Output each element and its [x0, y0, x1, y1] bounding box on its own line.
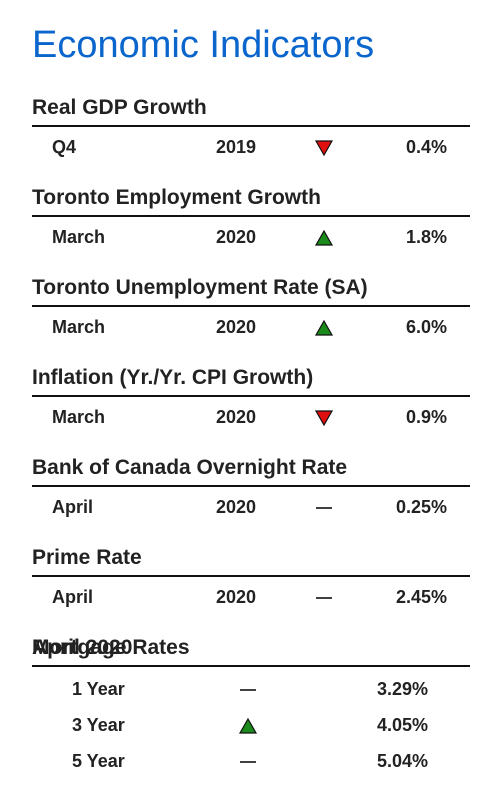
widget-title: Economic Indicators [32, 24, 375, 66]
indicator-name: Toronto Unemployment Rate (SA) [32, 276, 368, 299]
trend-icon-flat [240, 689, 256, 691]
indicator-year: 2020 [216, 497, 257, 517]
section-rule [32, 125, 470, 127]
trend-icon-flat [316, 597, 332, 599]
indicator-period: April [52, 497, 94, 517]
indicator-period: Q4 [52, 137, 77, 157]
indicator-value: 2.45% [395, 587, 447, 607]
mortgage-rate: 5.04% [376, 751, 428, 771]
indicator-period: March [52, 407, 106, 427]
indicator-period: March [52, 317, 106, 337]
mortgage-rate: 3.29% [376, 679, 428, 699]
indicator-value: 0.4% [405, 137, 447, 157]
trend-icon-down [314, 140, 334, 157]
trend-icon-up [314, 319, 334, 336]
section-rule [32, 395, 470, 397]
mortgage-title: Mortgage Rates [32, 636, 190, 659]
indicator-year: 2020 [216, 587, 257, 607]
section-rule [32, 575, 470, 577]
indicator-name: Inflation (Yr./Yr. CPI Growth) [32, 366, 314, 389]
indicator-value: 0.25% [395, 497, 447, 517]
indicator-period: April [52, 587, 94, 607]
indicator-name: Prime Rate [32, 546, 142, 569]
mortgage-rate: 4.05% [376, 715, 428, 735]
indicator-value: 1.8% [405, 227, 447, 247]
indicator-name: Toronto Employment Growth [32, 186, 321, 209]
trend-icon-flat [316, 507, 332, 509]
mortgage-date: April 2020 [32, 636, 133, 659]
indicator-value: 0.9% [405, 407, 447, 427]
indicator-year: 2020 [216, 227, 257, 247]
indicator-year: 2019 [216, 137, 257, 157]
indicator-year: 2020 [216, 317, 257, 337]
indicator-name: Bank of Canada Overnight Rate [32, 456, 348, 479]
indicator-period: March [52, 227, 106, 247]
trend-icon-up [314, 229, 334, 246]
section-rule [32, 485, 470, 487]
mortgage-term: 3 Year [72, 715, 125, 735]
trend-icon-flat [240, 761, 256, 763]
indicator-name: Real GDP Growth [32, 96, 207, 119]
mortgage-term: 1 Year [72, 679, 125, 699]
trend-icon-down [314, 410, 334, 427]
trend-icon-up [238, 717, 258, 734]
indicator-year: 2020 [216, 407, 257, 427]
section-rule [32, 665, 470, 667]
section-rule [32, 305, 470, 307]
indicator-value: 6.0% [405, 317, 447, 337]
section-rule [32, 215, 470, 217]
mortgage-term: 5 Year [72, 751, 125, 771]
